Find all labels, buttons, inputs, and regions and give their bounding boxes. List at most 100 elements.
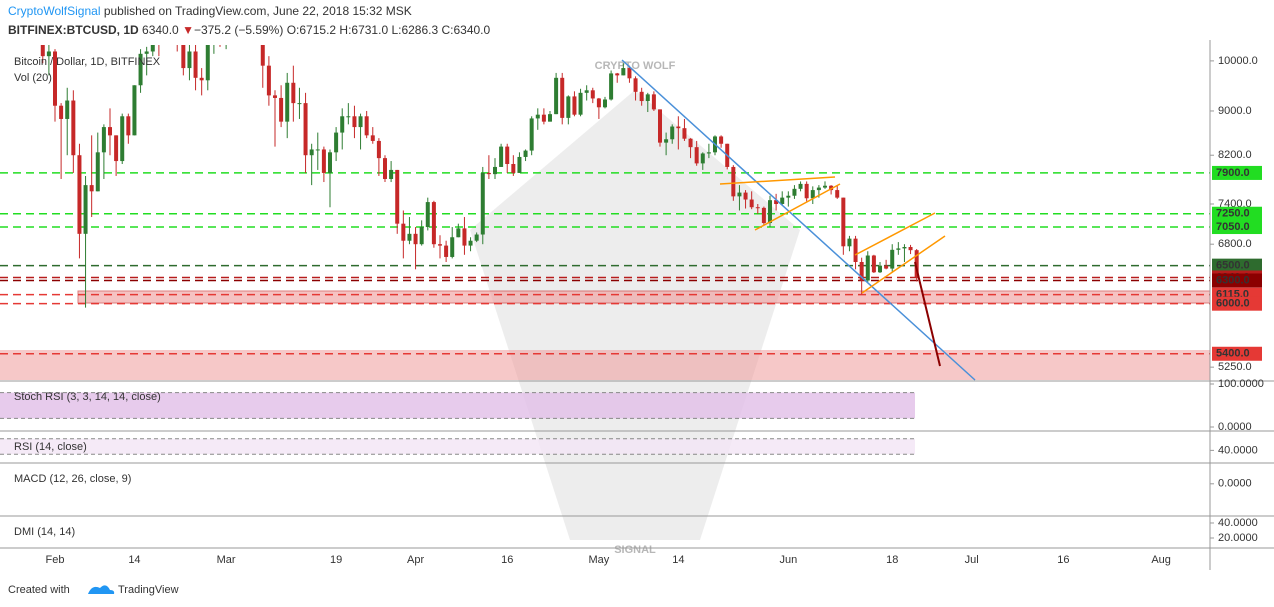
arrow: ▼ [182, 23, 194, 37]
candle-body [670, 126, 675, 140]
x-tick-label: Feb [46, 554, 65, 566]
candle-body [609, 73, 614, 100]
x-tick-label: Mar [217, 554, 236, 566]
y-tick-label: 0.0000 [1218, 421, 1252, 433]
y-tick-label: 100.0000 [1218, 378, 1264, 390]
level-badge [1212, 346, 1262, 361]
x-tick-label: Apr [407, 554, 424, 566]
trendline [854, 212, 936, 256]
candle-body [664, 139, 669, 143]
candle-body [438, 244, 442, 246]
candle-body [370, 135, 375, 141]
candle-body [59, 105, 64, 119]
y-tick-label: 40.0000 [1218, 517, 1258, 529]
pane-title: RSI (14, close) [14, 441, 87, 453]
candle-body [273, 95, 277, 98]
candle-body [627, 68, 632, 79]
candle-body [425, 202, 430, 228]
candle-body [395, 169, 400, 224]
level-badge [1212, 296, 1262, 311]
x-tick-label: 19 [330, 554, 342, 566]
candle-body [651, 94, 656, 110]
candle-body [474, 234, 479, 241]
candle-body [823, 185, 827, 188]
y-tick-label: 8200.0 [1218, 149, 1252, 161]
candle-body [871, 255, 876, 273]
level-badge [1212, 273, 1262, 288]
candle-body [444, 245, 449, 257]
candle-body [816, 187, 821, 191]
candle-body [285, 82, 290, 122]
x-tick-label: May [588, 554, 609, 566]
level-label: 6000.0 [1216, 298, 1250, 310]
candle-body [462, 228, 467, 246]
candle-body [700, 153, 705, 164]
author[interactable]: CryptoWolfSignal [8, 4, 100, 18]
candle-body [376, 140, 381, 159]
y-tick-label: 40.0000 [1218, 444, 1258, 456]
candle-body [792, 188, 797, 196]
candle-body [346, 116, 351, 118]
candle-body [706, 152, 711, 154]
candle-body [65, 100, 70, 119]
candle-body [352, 116, 357, 128]
watermark: CRYPTO WOLF SIGNAL [470, 60, 800, 556]
footer-brand[interactable]: TradingView [118, 584, 179, 596]
candle-body [878, 265, 882, 273]
candle-body [731, 166, 736, 197]
candle-body [114, 135, 119, 162]
pane-title: Stoch RSI (3, 3, 14, 14, close) [14, 391, 161, 403]
candle-body [431, 202, 436, 245]
y-tick-label: 9000.0 [1218, 105, 1252, 117]
candle-body [768, 200, 772, 224]
candle-body [315, 149, 320, 151]
candle-body [321, 149, 326, 173]
candle-body [413, 233, 418, 245]
candle-body [53, 51, 57, 106]
candle-body [621, 68, 626, 76]
band [0, 438, 915, 455]
candle-body [554, 77, 559, 115]
candle-body [77, 155, 82, 234]
x-tick-label: 14 [672, 554, 684, 566]
candle-body [737, 192, 742, 197]
projection [914, 261, 941, 367]
candle-body [181, 45, 186, 69]
candle-body [566, 96, 571, 118]
candle-body [847, 238, 852, 247]
candle-body [150, 45, 155, 52]
candle-body [884, 265, 889, 269]
candle-body [761, 207, 766, 224]
last: 6340.0 [142, 23, 179, 37]
x-tick-label: Jul [965, 554, 979, 566]
candle-body [309, 149, 314, 156]
candle-body [407, 233, 412, 241]
candle-body [914, 250, 919, 278]
trendline [861, 235, 946, 294]
brand-icon [88, 585, 115, 594]
candle-body [266, 65, 271, 96]
candle-body [633, 78, 638, 92]
candle-body [297, 103, 302, 105]
candle-body [688, 138, 693, 148]
candle-body [865, 255, 870, 281]
candle-body [780, 197, 785, 205]
candle-body [83, 185, 88, 234]
candle-body [694, 147, 699, 164]
candle-body [908, 247, 913, 251]
trendline [719, 176, 836, 185]
published: published on TradingView.com, June 22, 2… [104, 4, 412, 18]
support-box [77, 290, 1211, 304]
candle-body [639, 91, 644, 102]
change: −375.2 (−5.59%) [194, 23, 283, 37]
watermark-top: CRYPTO WOLF [595, 60, 676, 72]
pane-title: MACD (12, 26, close, 9) [14, 473, 131, 485]
candle-body [291, 82, 296, 104]
candle-body [896, 248, 901, 250]
candle-body [401, 223, 406, 241]
candle-body [89, 185, 94, 192]
legend: Bitcoin / Dollar, 1D, BITFINEX [14, 56, 161, 68]
candle-body [541, 114, 546, 122]
candle-body [260, 45, 265, 66]
y-tick-label: 0.0000 [1218, 478, 1252, 490]
